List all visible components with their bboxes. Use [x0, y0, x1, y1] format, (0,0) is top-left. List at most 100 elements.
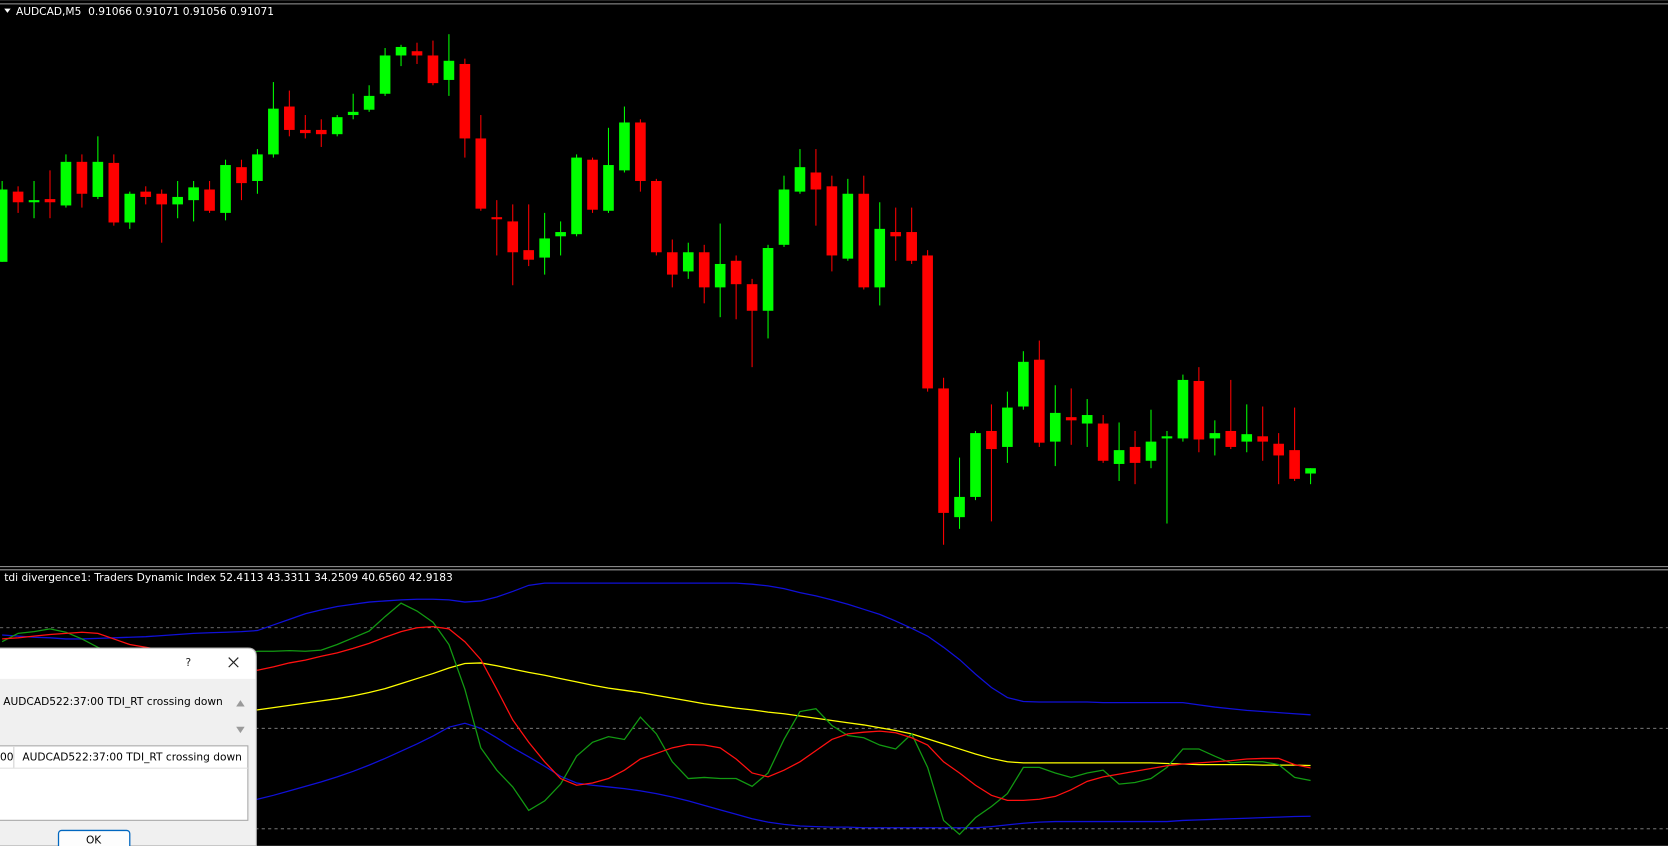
candle-body — [491, 217, 503, 220]
close-icon — [228, 657, 239, 668]
candle-body — [539, 238, 550, 258]
candle-body — [124, 193, 136, 223]
candle-body — [395, 46, 407, 56]
candle-body — [714, 263, 726, 288]
candle-body — [1193, 380, 1205, 440]
candle-body — [1273, 443, 1284, 456]
candle-body — [252, 154, 263, 181]
list-time[interactable]: 00 — [0, 751, 14, 764]
candle-body — [1257, 436, 1269, 442]
candle-body — [459, 63, 471, 139]
candle-body — [0, 189, 8, 262]
candle-body — [1177, 379, 1189, 439]
candle-body — [475, 138, 487, 209]
candle-body — [12, 191, 24, 203]
candle-body — [555, 232, 566, 237]
candle-body — [443, 60, 455, 80]
candle-body — [603, 165, 614, 211]
candle-body — [347, 111, 359, 116]
candle-body — [986, 430, 997, 450]
candle-body — [858, 193, 870, 288]
candle-body — [379, 55, 391, 94]
candle-body — [220, 165, 231, 213]
candle-body — [970, 433, 981, 497]
candle-body — [874, 228, 886, 288]
candle-body — [108, 162, 120, 223]
alert-list — [0, 745, 249, 821]
candle-body — [1065, 417, 1077, 421]
candle-body — [427, 55, 439, 84]
candle-body — [1225, 430, 1237, 447]
candle-body — [587, 159, 598, 210]
candle-body — [140, 191, 152, 197]
candle-body — [1241, 434, 1253, 442]
list-message[interactable]: AUDCAD522:37:00 TDI_RT crossing down — [22, 751, 242, 764]
candle-body — [236, 167, 247, 184]
indicator-header: tdi divergence1: Traders Dynamic Index 5… — [4, 571, 452, 584]
candle-body — [1305, 468, 1316, 474]
candle-body — [363, 95, 375, 110]
candle-body — [60, 161, 72, 206]
candle-body — [1289, 450, 1300, 479]
candle-body — [826, 186, 838, 256]
candle-body — [666, 252, 678, 275]
collapse-arrow[interactable] — [4, 8, 11, 13]
candle-body — [411, 51, 423, 56]
help-button[interactable]: ? — [185, 656, 191, 669]
candle-body — [954, 496, 965, 518]
candle-body — [635, 122, 646, 181]
candle-body — [299, 129, 311, 134]
scrollbar[interactable] — [232, 691, 248, 741]
candle-body — [1209, 433, 1221, 439]
candle-body — [1113, 450, 1125, 464]
candle-body — [92, 161, 104, 197]
candle-body — [571, 157, 582, 235]
candles — [0, 34, 1316, 545]
candle-body — [922, 255, 933, 389]
candle-body — [507, 221, 519, 253]
candle-body — [938, 388, 949, 513]
close-button[interactable] — [228, 657, 239, 668]
candle-body — [28, 200, 40, 203]
candle-body — [1049, 412, 1061, 442]
candle-body — [188, 187, 199, 201]
candle-body — [1081, 415, 1093, 424]
scroll-down[interactable] — [236, 726, 245, 734]
candle-body — [1145, 441, 1157, 461]
candle-body — [268, 108, 279, 155]
candle-body — [523, 250, 535, 260]
candle-body — [682, 252, 694, 272]
dialog-titlebar — [0, 649, 256, 679]
candle-body — [1161, 436, 1173, 439]
candle-body — [44, 199, 56, 203]
candle-body — [778, 189, 790, 245]
candle-body — [1129, 446, 1141, 463]
candle-body — [315, 129, 327, 135]
candle-body — [794, 167, 806, 192]
candle-body — [619, 122, 630, 171]
candle-body — [890, 232, 902, 237]
candle-body — [156, 193, 168, 205]
candle-body — [1033, 359, 1045, 443]
alert-dialog: ? AUDCAD522:37:00 TDI_RT crossing down 0… — [0, 647, 257, 846]
candle-body — [284, 106, 295, 130]
candle-body — [204, 189, 215, 211]
scroll-up[interactable] — [236, 700, 245, 707]
candle-body — [810, 172, 822, 190]
candle-body — [1018, 361, 1029, 407]
candle-body — [651, 180, 662, 253]
candle-body — [746, 284, 758, 311]
candle-body — [172, 196, 183, 205]
ok-label: OK — [86, 834, 102, 846]
candle-body — [762, 248, 774, 311]
chart-header: AUDCAD,M5 0.91066 0.91071 0.91056 0.9107… — [16, 5, 274, 18]
candle-body — [906, 232, 917, 261]
ok-button[interactable] — [57, 829, 131, 846]
indicator-line — [2, 582, 1311, 716]
candle-body — [698, 252, 710, 288]
candle-body — [1002, 407, 1013, 447]
candle-body — [730, 260, 742, 285]
candle-body — [76, 161, 88, 194]
